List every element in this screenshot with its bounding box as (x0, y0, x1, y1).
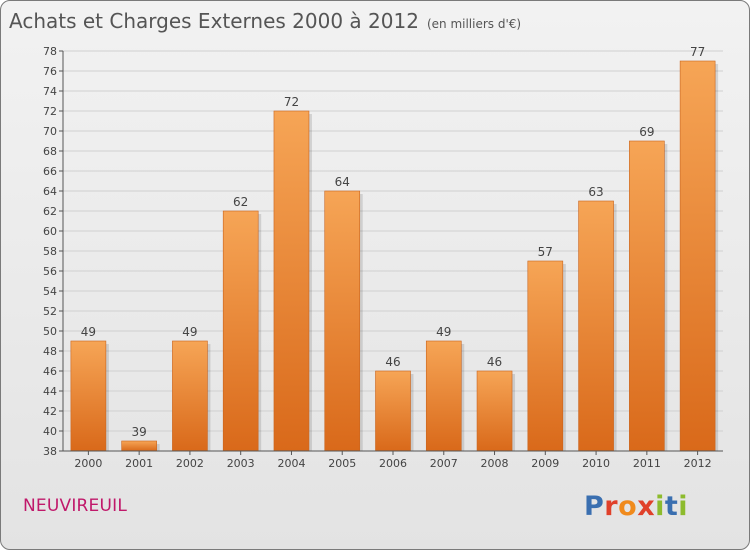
x-tick-label: 2000 (74, 457, 102, 470)
y-tick-label: 56 (43, 265, 57, 278)
x-tick-label: 2005 (328, 457, 356, 470)
y-tick-label: 58 (43, 245, 57, 258)
y-tick-label: 46 (43, 365, 57, 378)
x-tick-label: 2010 (582, 457, 610, 470)
bar (273, 110, 310, 452)
bar-value-label: 69 (639, 125, 654, 139)
logo-letter: P (584, 491, 605, 522)
y-tick-label: 38 (43, 445, 57, 458)
proxiti-logo: Proxiti (584, 491, 688, 522)
bar-value-label: 64 (335, 175, 350, 189)
bar (121, 440, 157, 452)
bar (324, 190, 361, 452)
logo-letter: x (637, 491, 656, 522)
logo-letter: i (655, 491, 665, 522)
x-tick-label: 2004 (277, 457, 305, 470)
y-tick-label: 66 (43, 165, 57, 178)
bar (70, 340, 107, 452)
chart-title-block: Achats et Charges Externes 2000 à 2012 (e… (9, 9, 521, 33)
chart-title: Achats et Charges Externes 2000 à 2012 (9, 9, 419, 33)
x-tick-label: 2002 (176, 457, 204, 470)
x-tick-label: 2003 (227, 457, 255, 470)
bar-value-label: 72 (284, 95, 299, 109)
x-tick-label: 2006 (379, 457, 407, 470)
bar (425, 340, 462, 452)
logo-letter: i (678, 491, 689, 522)
y-tick-label: 76 (43, 65, 57, 78)
commune-name: NEUVIREUIL (23, 496, 128, 516)
bar-value-label: 39 (132, 425, 147, 439)
y-tick-label: 40 (43, 425, 57, 438)
bar-value-label: 62 (233, 195, 248, 209)
y-tick-label: 72 (43, 105, 57, 118)
y-tick-label: 68 (43, 145, 57, 158)
bar-value-label: 63 (588, 185, 603, 199)
bar-value-label: 49 (182, 325, 197, 339)
x-tick-label: 2009 (531, 457, 559, 470)
y-tick-label: 50 (43, 325, 57, 338)
bar (679, 60, 716, 452)
y-tick-label: 48 (43, 345, 57, 358)
bar (629, 140, 665, 452)
bar-value-label: 49 (436, 325, 451, 339)
y-tick-label: 74 (43, 85, 57, 98)
y-tick-label: 64 (43, 185, 57, 198)
bar-value-label: 49 (81, 325, 96, 339)
bar (476, 370, 513, 452)
bar (527, 260, 564, 452)
y-tick-label: 60 (43, 225, 57, 238)
x-tick-label: 2011 (633, 457, 661, 470)
bar-value-label: 57 (538, 245, 553, 259)
y-tick-label: 42 (43, 405, 57, 418)
logo-letter: t (664, 491, 679, 522)
bar (222, 210, 259, 452)
bar-value-label: 77 (690, 45, 705, 59)
bar-value-label: 46 (487, 355, 502, 369)
logo-letter: r (604, 491, 619, 522)
bar (375, 370, 411, 452)
logo-letter: o (618, 491, 638, 522)
y-tick-label: 44 (43, 385, 57, 398)
x-tick-label: 2007 (430, 457, 458, 470)
y-tick-label: 78 (43, 45, 57, 58)
bar-value-label: 46 (385, 355, 400, 369)
y-tick-label: 70 (43, 125, 57, 138)
bar (172, 340, 208, 452)
y-tick-label: 52 (43, 305, 57, 318)
x-tick-label: 2001 (125, 457, 153, 470)
x-tick-label: 2012 (684, 457, 712, 470)
x-tick-label: 2008 (481, 457, 509, 470)
y-tick-label: 62 (43, 205, 57, 218)
y-tick-label: 54 (43, 285, 57, 298)
bar (578, 200, 614, 452)
chart-unit: (en milliers d'€) (426, 17, 522, 31)
